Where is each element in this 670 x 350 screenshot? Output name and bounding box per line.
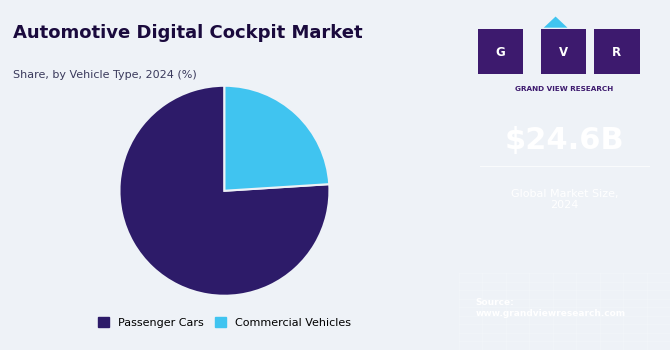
- Text: Share, by Vehicle Type, 2024 (%): Share, by Vehicle Type, 2024 (%): [13, 70, 197, 80]
- Text: GRAND VIEW RESEARCH: GRAND VIEW RESEARCH: [515, 86, 614, 92]
- Text: Global Market Size,
2024: Global Market Size, 2024: [511, 189, 618, 210]
- FancyBboxPatch shape: [594, 29, 640, 74]
- Text: G: G: [495, 46, 505, 58]
- Text: V: V: [559, 46, 568, 58]
- Wedge shape: [224, 86, 329, 191]
- Text: Source:
www.grandviewresearch.com: Source: www.grandviewresearch.com: [476, 298, 626, 318]
- Legend: Passenger Cars, Commercial Vehicles: Passenger Cars, Commercial Vehicles: [94, 313, 355, 332]
- Wedge shape: [119, 86, 330, 296]
- Text: Automotive Digital Cockpit Market: Automotive Digital Cockpit Market: [13, 25, 363, 42]
- Text: $24.6B: $24.6B: [505, 126, 624, 154]
- FancyBboxPatch shape: [541, 29, 586, 74]
- Text: R: R: [612, 46, 621, 58]
- Polygon shape: [544, 16, 567, 28]
- FancyBboxPatch shape: [478, 29, 523, 74]
